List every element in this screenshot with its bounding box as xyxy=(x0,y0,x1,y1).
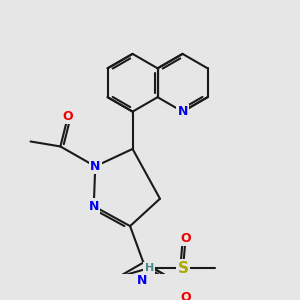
Text: O: O xyxy=(180,232,191,245)
Text: O: O xyxy=(63,110,73,123)
Text: S: S xyxy=(178,260,189,275)
Text: N: N xyxy=(88,200,99,213)
Text: N: N xyxy=(177,105,188,118)
Text: O: O xyxy=(180,291,191,300)
Text: N: N xyxy=(90,160,101,173)
Text: N: N xyxy=(136,274,147,287)
Text: H: H xyxy=(145,263,154,273)
